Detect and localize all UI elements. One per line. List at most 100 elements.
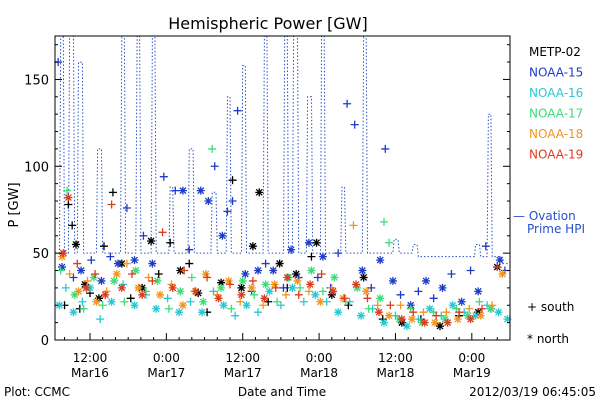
data-point-south: [409, 308, 418, 317]
x-tick-label-time: 0:00: [153, 351, 180, 365]
x-tick-label-time: 0:00: [458, 351, 485, 365]
data-point-south: [304, 287, 313, 296]
data-point-north: [58, 263, 66, 272]
data-point-south: [187, 273, 196, 282]
x-tick-label-date: Mar17: [224, 366, 262, 380]
data-point-south: [180, 266, 189, 275]
data-point-south: [98, 301, 107, 310]
data-point-north: [237, 283, 246, 292]
data-point-north: [178, 186, 187, 195]
x-tick-label-date: Mar16: [71, 366, 109, 380]
data-point-south: [108, 188, 117, 197]
data-point-south: [296, 283, 304, 292]
data-point-south: [493, 263, 502, 272]
x-tick-label-time: 0:00: [306, 351, 333, 365]
data-point-south: [276, 301, 285, 310]
series-noaa-15: [54, 58, 509, 313]
data-point-south: [73, 259, 82, 268]
data-point-north: [359, 273, 368, 282]
y-tick-label: 0: [41, 334, 49, 349]
x-tick-label-date: Mar17: [147, 366, 185, 380]
data-point-south: [273, 297, 282, 306]
data-point-north: [471, 311, 480, 320]
data-point-north: [114, 259, 122, 268]
x-tick-label-date: Mar19: [453, 366, 491, 380]
data-point-south: [122, 203, 131, 212]
data-point-north: [130, 256, 139, 265]
data-point-north: [238, 276, 247, 285]
legend-entry: NOAA-15: [529, 66, 583, 80]
data-point-north: [147, 236, 156, 245]
data-point-south: [203, 273, 212, 282]
data-point-south: [248, 276, 257, 285]
data-point-south: [96, 315, 105, 324]
chart-title: Hemispheric Power [GW]: [168, 14, 367, 33]
data-point-south: [380, 217, 388, 226]
data-point-south: [466, 266, 475, 275]
data-point-north: [191, 287, 200, 296]
data-point-north: [430, 318, 439, 327]
data-point-north: [307, 266, 316, 275]
data-point-south: [63, 186, 72, 195]
ovation-prime-hpi-line: [55, 35, 510, 265]
data-point-south: [282, 290, 290, 299]
data-point-north: [486, 304, 495, 313]
data-point-north: [457, 297, 466, 306]
data-point-north: [117, 283, 126, 292]
data-point-south: [154, 269, 163, 278]
data-point-south: [233, 106, 242, 115]
data-point-north: [334, 308, 343, 317]
x-axis: 12:00Mar160:00Mar1712:00Mar170:00Mar1812…: [64, 333, 498, 380]
data-point-north: [201, 269, 210, 278]
data-point-north: [134, 283, 143, 292]
data-point-south: [107, 200, 116, 209]
marker-legend-south: + south: [527, 300, 574, 314]
legend-entry: METP-02: [529, 45, 581, 59]
x-tick-label-time: 12:00: [378, 351, 413, 365]
data-point-south: [106, 252, 115, 261]
data-point-north: [153, 276, 162, 285]
data-point-south: [231, 311, 240, 320]
footer-left: Plot: CCMC: [4, 385, 70, 399]
data-point-north: [466, 315, 475, 324]
data-point-south: [226, 280, 234, 289]
data-point-south: [69, 273, 78, 282]
data-point-south: [299, 297, 308, 306]
data-point-south: [475, 297, 484, 306]
data-point-south: [144, 273, 153, 282]
data-point-north: [388, 276, 397, 285]
x-tick-label-date: Mar18: [376, 366, 414, 380]
legend-entry: NOAA-16: [529, 86, 583, 100]
data-point-north: [476, 311, 485, 320]
scatter-points: [54, 58, 512, 331]
data-point-north: [72, 240, 80, 249]
data-point-north: [464, 311, 472, 320]
y-tick-label: 50: [32, 247, 49, 262]
data-point-north: [175, 308, 184, 317]
data-point-north: [218, 231, 227, 240]
data-point-south: [64, 200, 73, 209]
data-point-south: [294, 290, 303, 299]
data-point-south: [87, 256, 96, 265]
data-point-north: [101, 290, 110, 299]
ovation-label-line1: — Ovation: [513, 209, 576, 223]
data-point-south: [279, 283, 288, 292]
legend-entry: NOAA-17: [529, 107, 583, 121]
data-point-north: [436, 322, 444, 331]
data-point-north: [288, 283, 297, 292]
data-point-south: [343, 99, 352, 108]
plot-frame: [54, 35, 511, 341]
data-point-north: [261, 280, 270, 289]
data-point-north: [217, 283, 226, 292]
data-point-north: [59, 249, 68, 258]
data-point-south: [61, 283, 70, 292]
y-tick-label: 100: [24, 160, 49, 175]
data-point-south: [455, 308, 464, 317]
data-point-south: [317, 269, 326, 278]
data-point-south: [340, 294, 349, 303]
data-point-north: [254, 266, 262, 275]
data-point-north: [453, 315, 462, 324]
data-point-south: [478, 304, 486, 313]
data-point-north: [357, 311, 366, 320]
data-point-north: [269, 266, 278, 275]
